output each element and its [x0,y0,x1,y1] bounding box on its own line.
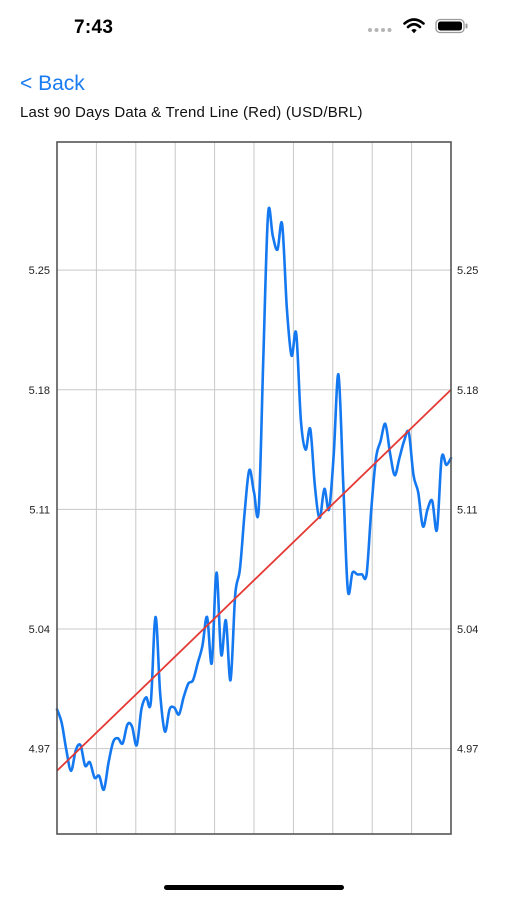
tick-label-layer: 4.97 4.97 5.04 5.04 5.11 5.11 5.18 5.18 5.25 5.25 [29,265,479,755]
battery-icon [435,18,469,39]
y-tick-label-right: 4.97 [457,744,478,756]
grid-layer [57,142,451,834]
y-tick-label-left: 5.25 [29,265,50,277]
y-tick-label-left: 5.18 [29,385,50,397]
y-tick-label-right: 5.04 [457,624,478,636]
signal-dots-icon [367,20,393,38]
wifi-icon [403,18,425,39]
trend-line [56,389,452,772]
y-tick-label-right: 5.11 [457,504,478,516]
status-icons [367,18,469,39]
line-chart: 4.97 4.97 5.04 5.04 5.11 5.11 5.18 5.18 5.25 5.25 [29,141,479,835]
plot-frame [56,141,452,835]
status-bar: 7:43 [0,0,507,60]
y-tick-label-left: 5.11 [29,504,50,516]
price-series-line [55,206,453,792]
back-button[interactable]: < Back [20,72,85,95]
y-tick-label-right: 5.18 [457,385,478,397]
status-time: 7:43 [74,17,114,38]
page-title: Last 90 Days Data & Trend Line (Red) (US… [20,104,363,121]
y-tick-label-left: 4.97 [29,744,50,756]
home-indicator [164,885,344,890]
y-tick-label-right: 5.25 [457,265,478,277]
y-tick-label-left: 5.04 [29,624,50,636]
